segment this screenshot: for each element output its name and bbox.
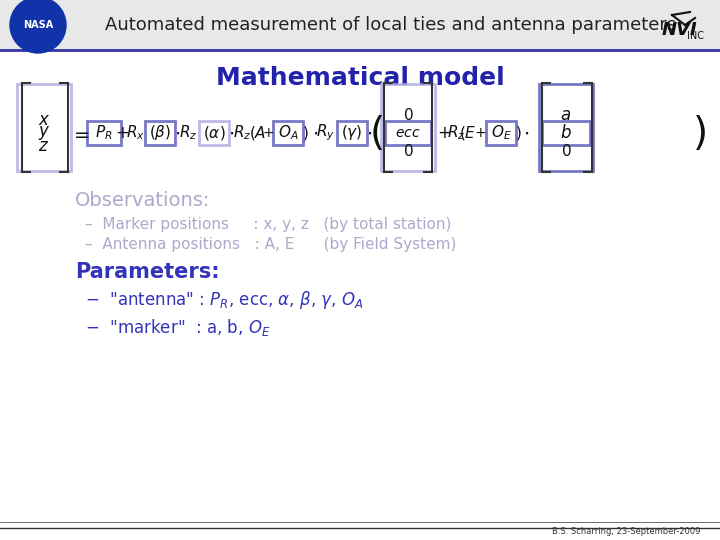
Text: Mathematical model: Mathematical model <box>215 66 505 90</box>
Text: $ecc$: $ecc$ <box>395 126 420 140</box>
Text: $R_y$: $R_y$ <box>317 123 336 143</box>
Text: Observations:: Observations: <box>75 191 210 210</box>
Text: Parameters:: Parameters: <box>75 262 220 282</box>
Text: INC: INC <box>686 31 703 41</box>
Text: $0$: $0$ <box>402 143 413 159</box>
Text: $P_R$: $P_R$ <box>95 124 113 143</box>
Text: $(\beta)$: $(\beta)$ <box>149 124 171 143</box>
Text: $0$: $0$ <box>561 143 571 159</box>
Text: $x$: $x$ <box>37 111 50 129</box>
Text: $O_A$: $O_A$ <box>278 124 298 143</box>
Text: $(E$: $(E$ <box>459 124 477 142</box>
Text: $z$: $z$ <box>38 137 50 155</box>
Text: $R_z$: $R_z$ <box>233 124 251 143</box>
Text: $($: $($ <box>369 113 383 152</box>
Text: $-$  "marker"  : a, b, $O_E$: $-$ "marker" : a, b, $O_E$ <box>85 316 271 338</box>
Text: $a$: $a$ <box>560 106 572 124</box>
Text: $(\alpha)$: $(\alpha)$ <box>203 124 225 142</box>
Text: $\cdot$: $\cdot$ <box>366 124 372 143</box>
Text: $=$: $=$ <box>70 124 90 143</box>
Text: NASA: NASA <box>23 20 53 30</box>
Text: $)$: $)$ <box>302 124 308 142</box>
Text: $+$: $+$ <box>262 126 274 140</box>
Bar <box>0 0 720 50</box>
Text: –  Antenna positions   : A, E      (by Field System): – Antenna positions : A, E (by Field Sys… <box>85 237 456 252</box>
Text: $+$: $+$ <box>474 126 486 140</box>
Text: $0$: $0$ <box>402 107 413 123</box>
Text: $R_x$: $R_x$ <box>125 124 145 143</box>
Text: $)$: $)$ <box>515 124 521 142</box>
Text: $\cdot$: $\cdot$ <box>174 124 180 143</box>
Text: $(\gamma)$: $(\gamma)$ <box>341 124 363 143</box>
Text: –  Marker positions     : x, y, z   (by total station): – Marker positions : x, y, z (by total s… <box>85 217 451 232</box>
Text: Automated measurement of local ties and antenna parameters: Automated measurement of local ties and … <box>105 16 676 34</box>
Text: $(A$: $(A$ <box>249 124 266 142</box>
Text: $O_E$: $O_E$ <box>490 124 511 143</box>
Text: $R_z$: $R_z$ <box>447 124 465 143</box>
Text: $\cdot$: $\cdot$ <box>228 124 234 143</box>
Text: $\cdot$: $\cdot$ <box>523 124 529 143</box>
Text: $R_z$: $R_z$ <box>179 124 197 143</box>
Text: B.S. Scharring, 23-September-2009: B.S. Scharring, 23-September-2009 <box>552 528 700 537</box>
Text: $-$  "antenna" : $P_R$, ecc, $\alpha$, $\beta$, $\gamma$, $O_A$: $-$ "antenna" : $P_R$, ecc, $\alpha$, $\… <box>85 289 364 311</box>
Text: NVI: NVI <box>662 21 698 39</box>
Text: $b$: $b$ <box>560 124 572 142</box>
Text: $+$: $+$ <box>115 124 129 142</box>
Text: $+$: $+$ <box>437 124 451 142</box>
Circle shape <box>10 0 66 53</box>
Text: $\cdot$: $\cdot$ <box>312 124 318 143</box>
Text: $y$: $y$ <box>37 124 50 142</box>
Text: $)$: $)$ <box>692 113 706 152</box>
